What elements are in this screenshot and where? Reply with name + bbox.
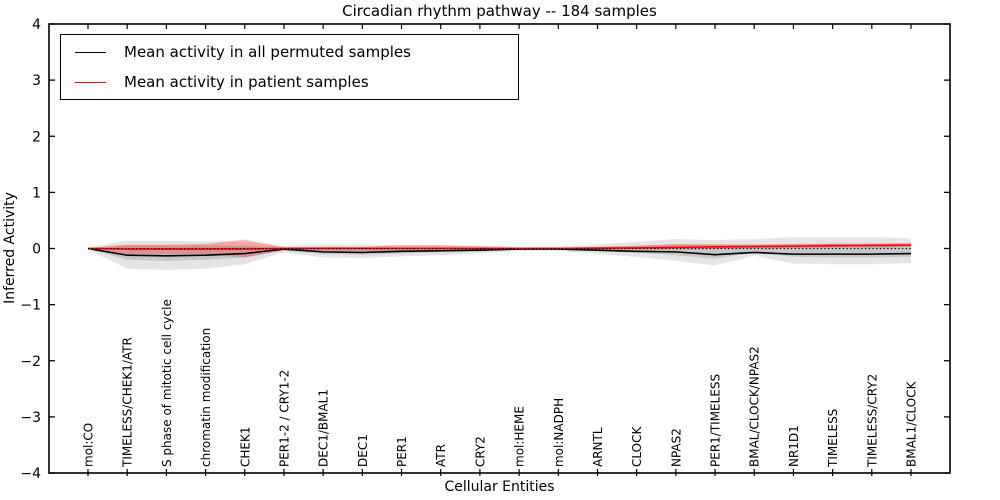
x-tick-label: mol:NADPH xyxy=(552,398,566,467)
x-tick-label: CLOCK xyxy=(630,426,644,467)
x-tick-label: TIMELESS/CRY2 xyxy=(865,374,879,468)
legend-box: Mean activity in all permuted samples Me… xyxy=(60,34,519,100)
x-tick-label: DEC1/BMAL1 xyxy=(317,389,331,467)
x-tick-label: S phase of mitotic cell cycle xyxy=(160,299,174,467)
y-tick-label: 0 xyxy=(32,242,41,258)
y-tick-label: 3 xyxy=(32,73,41,89)
x-tick-label: TIMELESS xyxy=(826,409,840,468)
x-tick-label: PER1/TIMELESS xyxy=(709,374,723,467)
legend-item-patient: Mean activity in patient samples xyxy=(61,67,518,97)
x-tick-label: ATR xyxy=(434,444,448,467)
x-tick-label: NPAS2 xyxy=(669,428,683,467)
chart-title: Circadian rhythm pathway -- 184 samples xyxy=(342,2,657,20)
x-tick-label: NR1D1 xyxy=(787,425,801,467)
x-tick-label: BMAL1/CLOCK xyxy=(905,380,919,467)
y-tick-label: 2 xyxy=(32,129,41,145)
x-tick-label: PER1-2 / CRY1-2 xyxy=(277,370,291,467)
band-permuted-range-outer xyxy=(88,237,911,270)
legend-line-sample-black xyxy=(75,51,106,53)
x-tick-label: mol:HEME xyxy=(513,406,527,467)
x-tick-label: CRY2 xyxy=(473,436,487,467)
y-tick-label: 1 xyxy=(32,185,41,201)
x-tick-label: mol:CO xyxy=(82,423,96,467)
y-tick-label: 4 xyxy=(32,17,41,33)
y-tick-label: −4 xyxy=(20,466,41,482)
x-tick-label: chromatin modification xyxy=(199,328,213,467)
x-tick-label: BMAL/CLOCK/NPAS2 xyxy=(748,346,762,467)
x-axis-label: Cellular Entities xyxy=(444,479,555,495)
legend-label: Mean activity in all permuted samples xyxy=(124,43,411,61)
y-tick-label: −2 xyxy=(20,354,41,370)
series-line-solid-black xyxy=(87,247,912,257)
x-tick-label: ARNTL xyxy=(591,427,605,467)
x-tick-label: PER1 xyxy=(395,436,409,467)
legend-label: Mean activity in patient samples xyxy=(124,73,369,91)
y-tick-label: −1 xyxy=(20,298,41,314)
y-axis-label: Inferred Activity xyxy=(2,192,18,304)
legend-item-permuted: Mean activity in all permuted samples xyxy=(61,37,518,67)
x-tick-label: CHEK1 xyxy=(238,427,252,468)
legend-line-sample-red xyxy=(75,81,106,83)
x-tick-label: DEC1 xyxy=(356,434,370,467)
y-tick-label: −3 xyxy=(20,410,41,426)
x-tick-label: TIMELESS/CHEK1/ATR xyxy=(121,337,135,468)
